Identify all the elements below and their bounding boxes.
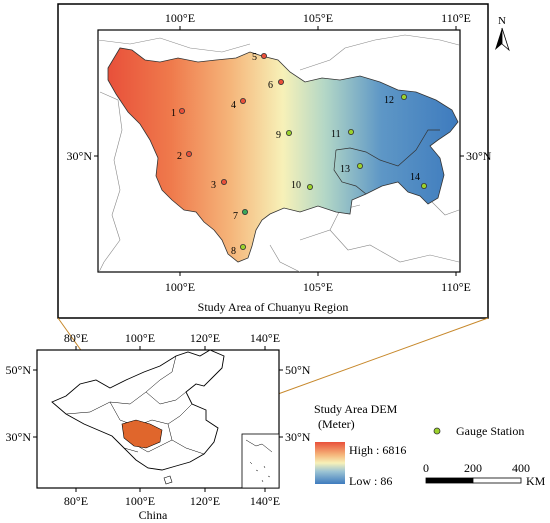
scale-unit: KM	[526, 474, 546, 488]
svg-text:9: 9	[276, 130, 281, 141]
inset-bottom-axis: 80°E 100°E 120°E 140°E	[64, 488, 280, 508]
svg-text:6: 6	[268, 80, 273, 91]
legend: Study Area DEM (Meter) High : 6816 Low :…	[314, 402, 546, 488]
chongqing-boundary	[335, 129, 440, 167]
scale-bar: 0 200 400 KM	[423, 461, 546, 488]
main-top-axis: 100°E 105°E 110°E	[165, 11, 471, 30]
main-top-tick-110: 110°E	[441, 11, 471, 25]
svg-text:3: 3	[211, 180, 216, 191]
hainan-island	[163, 475, 173, 485]
svg-text:4: 4	[231, 100, 236, 111]
inset-map: 80°E 100°E 120°E 140°E 80°E 100°E 120°E …	[6, 331, 311, 522]
main-top-tick-100: 100°E	[165, 11, 195, 25]
main-map: 100°E 105°E 110°E 100°E 105°E 110°E 30°N…	[57, 3, 510, 319]
legend-subtitle: (Meter)	[318, 417, 355, 431]
south-china-sea-inset	[241, 433, 280, 489]
north-label: N	[498, 15, 506, 27]
main-map-caption: Study Area of Chuanyu Region	[198, 300, 349, 314]
inset-top-tick-140: 140°E	[250, 331, 280, 345]
inset-bottom-tick-100: 100°E	[125, 494, 155, 508]
inset-study-area	[121, 419, 163, 449]
main-bottom-tick-100: 100°E	[165, 280, 195, 294]
inset-left-lat-30: 30°N	[6, 430, 32, 444]
gauge-station-11: 11	[331, 128, 354, 140]
gauge-station-9: 9	[276, 129, 292, 141]
gauge-station-4: 4	[231, 98, 246, 111]
gauge-station-8: 8	[231, 243, 246, 257]
inset-right-lat-30: 30°N	[285, 430, 311, 444]
main-bottom-tick-110: 110°E	[441, 280, 471, 294]
svg-text:7: 7	[233, 211, 238, 222]
main-bottom-tick-105: 105°E	[303, 280, 333, 294]
main-left-lat: 30°N	[67, 149, 93, 163]
svg-text:13: 13	[340, 164, 350, 175]
gauge-station-6: 6	[268, 79, 284, 91]
svg-text:11: 11	[331, 129, 341, 140]
legend-high-label: High : 6816	[349, 443, 406, 457]
gauge-station-2: 2	[177, 150, 192, 162]
gauge-station-10: 10	[291, 180, 313, 191]
legend-gauge-label: Gauge Station	[456, 424, 524, 438]
inset-lat-axis: 50°N 30°N 50°N 30°N	[6, 363, 311, 444]
legend-color-ramp	[315, 442, 345, 484]
legend-gauge-icon	[433, 427, 441, 435]
gauge-station-1: 1	[171, 108, 185, 119]
main-bottom-axis: 100°E 105°E 110°E	[165, 272, 471, 294]
north-arrow-icon: N	[495, 15, 510, 52]
gauge-station-5: 5	[252, 52, 267, 63]
scale-tick-200: 200	[464, 461, 482, 475]
inset-left-lat-50: 50°N	[6, 363, 32, 377]
main-right-lat: 30°N	[466, 149, 492, 163]
study-area-dem	[107, 47, 459, 263]
legend-title: Study Area DEM	[314, 402, 398, 416]
inset-bottom-tick-80: 80°E	[64, 494, 88, 508]
gauge-station-13: 13	[340, 162, 363, 175]
svg-text:10: 10	[291, 180, 301, 191]
main-lat-axis: 30°N 30°N	[67, 149, 492, 163]
inset-top-tick-120: 120°E	[190, 331, 220, 345]
inset-top-axis: 80°E 100°E 120°E 140°E	[64, 331, 280, 350]
gauge-station-3: 3	[211, 178, 227, 191]
inset-bottom-tick-140: 140°E	[250, 494, 280, 508]
gauge-station-14: 14	[410, 172, 427, 189]
south-china-sea-islands	[245, 439, 273, 483]
province-boundaries	[98, 34, 460, 272]
inset-top-tick-80: 80°E	[64, 331, 88, 345]
main-top-tick-105: 105°E	[303, 11, 333, 25]
scale-tick-400: 400	[512, 461, 530, 475]
legend-low-label: Low : 86	[349, 474, 392, 488]
inset-right-lat-50: 50°N	[285, 363, 311, 377]
scale-tick-0: 0	[423, 461, 429, 475]
svg-text:8: 8	[231, 246, 236, 257]
svg-text:5: 5	[252, 52, 257, 63]
svg-text:2: 2	[177, 151, 182, 162]
gauge-stations: 1 2 3 4 5 6 7 8 9 10 11 12 13 14	[171, 52, 427, 257]
inset-bottom-tick-120: 120°E	[190, 494, 220, 508]
gauge-station-7: 7	[233, 208, 248, 222]
gauge-station-12: 12	[384, 94, 407, 106]
svg-text:1: 1	[171, 108, 176, 119]
svg-text:14: 14	[410, 172, 420, 183]
svg-text:12: 12	[384, 95, 394, 106]
inset-top-tick-100: 100°E	[125, 331, 155, 345]
inset-map-caption: China	[139, 508, 168, 522]
chongqing-boundary-south	[333, 149, 367, 195]
